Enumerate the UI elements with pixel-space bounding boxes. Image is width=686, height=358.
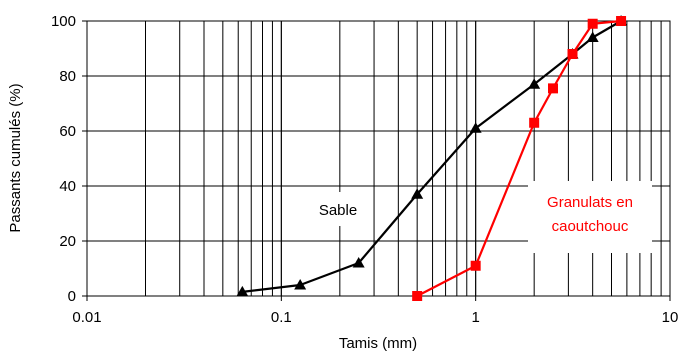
grid — [87, 21, 670, 296]
x-axis-title: Tamis (mm) — [339, 335, 417, 352]
y-tick-label: 20 — [59, 233, 76, 250]
sable-data-point — [528, 78, 541, 89]
sable-data-point — [352, 257, 365, 268]
y-tick-label: 100 — [51, 13, 76, 30]
granulats-label-background — [528, 181, 652, 253]
y-tick-label: 60 — [59, 123, 76, 140]
y-tick-label: 0 — [68, 288, 76, 305]
sable-data-point — [411, 188, 424, 199]
y-axis-title: Passants cumulés (%) — [7, 83, 24, 232]
granulats-data-point — [412, 291, 423, 301]
sable-data-point — [236, 285, 249, 297]
granulats-data-point — [567, 49, 578, 59]
sable-data-point — [586, 31, 599, 42]
granulats-annotation-line1: Granulats en — [547, 194, 633, 211]
plot-frame — [86, 20, 671, 297]
sable-data-point — [469, 122, 482, 133]
granulats-data-point — [616, 16, 627, 26]
granulats-data-point — [529, 117, 540, 128]
series — [236, 15, 628, 301]
sable-label-background — [302, 192, 362, 226]
tick-labels: 0 20 40 60 80 100 0.01 0.1 1 10 — [51, 13, 678, 326]
y-tick-label: 40 — [59, 178, 76, 195]
granulats-data-point — [587, 18, 598, 29]
sable-data-point — [294, 279, 307, 290]
granulats-data-point — [547, 83, 558, 94]
x-tick-label: 10 — [662, 309, 679, 326]
granulats-annotation-line2: caoutchouc — [552, 218, 629, 235]
sable-annotation: Sable — [319, 202, 357, 219]
granulats-data-point — [470, 260, 481, 271]
x-tick-label: 0.01 — [72, 309, 101, 326]
x-tick-label: 0.1 — [271, 309, 292, 326]
y-tick-label: 80 — [59, 68, 76, 85]
x-tick-label: 1 — [471, 309, 479, 326]
